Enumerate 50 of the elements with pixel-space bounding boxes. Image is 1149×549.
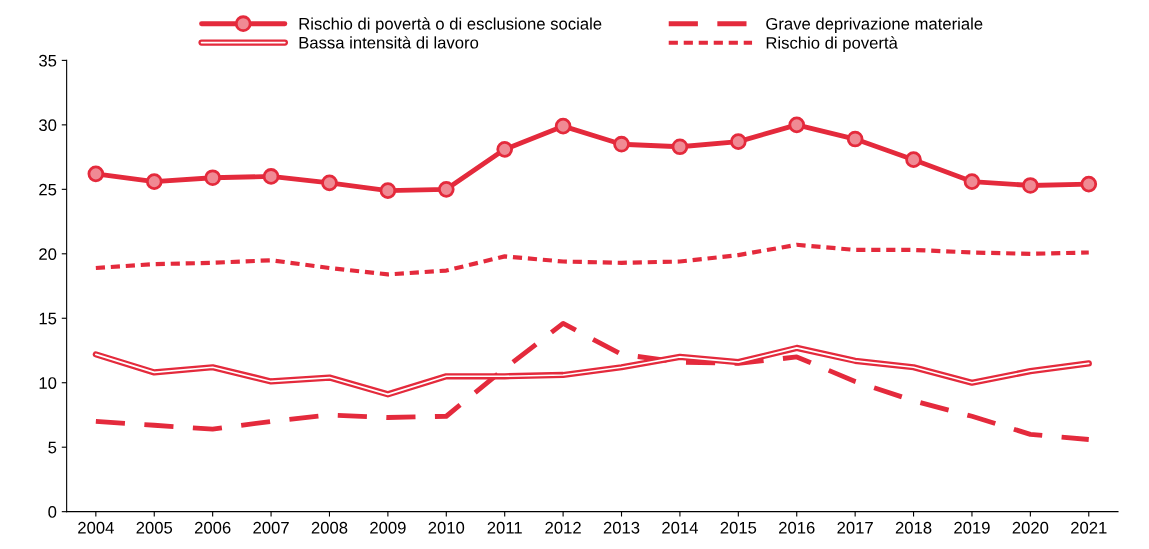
y-tick-label: 30 xyxy=(39,119,57,132)
point xyxy=(204,169,221,187)
line-series xyxy=(93,320,1092,442)
point xyxy=(1080,175,1098,193)
y-tick-label: 10 xyxy=(39,377,57,389)
y-tick-label: 35 xyxy=(39,54,57,67)
x-tick-label: 2017 xyxy=(837,521,873,534)
x-tick-label: 2013 xyxy=(603,521,640,534)
point xyxy=(613,135,630,153)
y-tick-label: 25 xyxy=(39,183,57,196)
y-tick-label: 0 xyxy=(48,506,57,518)
point xyxy=(496,141,514,158)
x-tick-label: 2005 xyxy=(136,521,173,534)
x-tick-label: 2015 xyxy=(720,521,757,534)
legend-label: Rischio di povertà o di esclusione sociale xyxy=(299,17,602,33)
x-tick-label: 2004 xyxy=(78,521,114,534)
point xyxy=(145,173,163,190)
legend-label: Grave deprivazione materiale xyxy=(766,17,983,33)
x-tick-label: 2010 xyxy=(428,521,465,534)
point xyxy=(554,117,572,135)
legend-label: Rischio di povertà xyxy=(766,36,898,53)
legend-label: Bassa intensità di lavoro xyxy=(299,36,479,49)
point xyxy=(905,151,922,169)
point xyxy=(729,133,747,150)
x-tick-label: 2008 xyxy=(311,521,348,534)
x-tick-label: 2014 xyxy=(662,521,698,534)
y-tick-label: 5 xyxy=(48,441,57,454)
point xyxy=(671,138,689,156)
point xyxy=(262,168,280,185)
point xyxy=(87,165,105,183)
x-tick-label: 2020 xyxy=(1012,521,1049,534)
x-tick-label: 2016 xyxy=(779,521,815,534)
x-tick-label: 2012 xyxy=(545,521,581,534)
x-tick-label: 2019 xyxy=(954,521,990,534)
x-tick-label: 2011 xyxy=(487,521,522,534)
point xyxy=(379,182,397,199)
x-tick-label: 2021 xyxy=(1071,521,1107,534)
y-tick-label: 15 xyxy=(39,312,57,325)
y-tick-label: 20 xyxy=(39,248,57,260)
point xyxy=(788,116,806,134)
x-tick-label: 2009 xyxy=(370,521,406,534)
x-tick-label: 2018 xyxy=(895,521,932,534)
point xyxy=(1022,177,1039,194)
point xyxy=(846,130,864,148)
x-tick-label: 2007 xyxy=(253,521,289,534)
point xyxy=(963,173,981,190)
x-tick-label: 2006 xyxy=(194,521,231,534)
point xyxy=(437,180,455,198)
point xyxy=(321,174,338,192)
line-series xyxy=(93,242,1091,277)
